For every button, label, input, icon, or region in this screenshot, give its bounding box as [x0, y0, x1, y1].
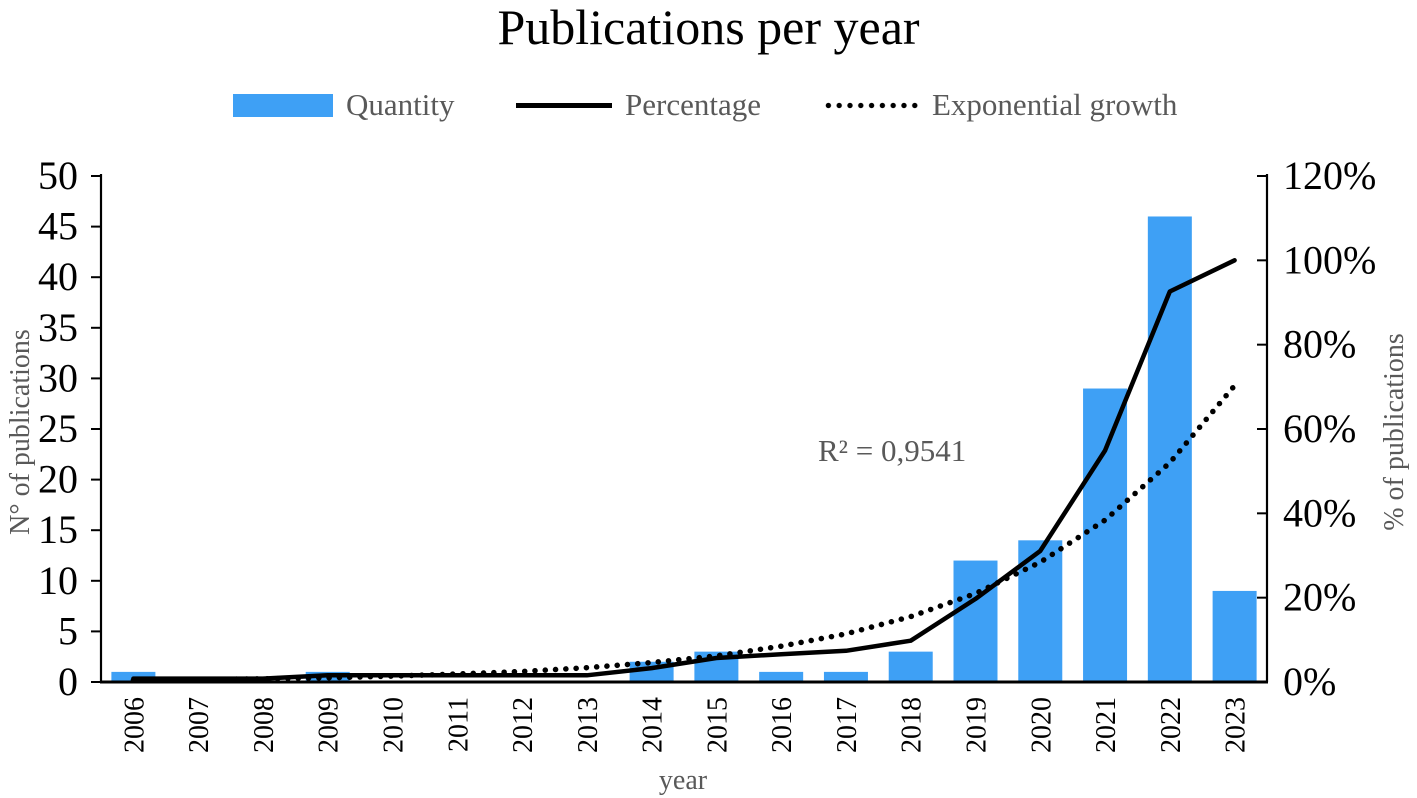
left-axis-title: N° of publications — [5, 329, 36, 535]
left-axis-tick-label: 45 — [38, 204, 78, 249]
left-axis-tick-label: 30 — [38, 355, 78, 400]
x-axis-tick-label-2023: 2023 — [1221, 697, 1252, 753]
x-axis-tick-label-2018: 2018 — [897, 697, 928, 753]
x-axis-tick-label-2009: 2009 — [314, 697, 345, 753]
exponential-growth-line — [130, 382, 1238, 684]
x-axis-tick-label-2014: 2014 — [638, 697, 669, 753]
right-axis-tick-label: 0% — [1283, 659, 1336, 704]
r-squared-annotation: R² = 0,9541 — [818, 433, 967, 468]
chart-title: Publications per year — [497, 0, 920, 55]
legend-item-quantity: Quantity — [233, 86, 455, 124]
percentage-line — [131, 258, 1237, 681]
legend: Quantity Percentage Exponential growth — [0, 86, 1417, 124]
left-axis-tick-label: 25 — [38, 406, 78, 451]
right-axis-tick-label: 40% — [1283, 490, 1356, 535]
right-axis-title: % of publications — [1379, 333, 1410, 531]
bar-2017 — [823, 671, 868, 682]
left-axis-tick-label: 40 — [38, 254, 78, 299]
right-axis-tick-label: 80% — [1283, 322, 1356, 367]
x-axis-tick-label-2017: 2017 — [832, 697, 863, 753]
x-axis-tick-label-2007: 2007 — [184, 697, 215, 753]
left-axis-tick-label: 50 — [38, 153, 78, 198]
legend-item-exponential-growth: Exponential growth — [821, 86, 1177, 124]
legend-label-percentage: Percentage — [625, 87, 761, 122]
legend-item-percentage: Percentage — [516, 86, 761, 124]
x-axis-tick-label-2008: 2008 — [249, 697, 280, 753]
bar-2023 — [1212, 590, 1257, 682]
x-axis-tick-label-2021: 2021 — [1091, 697, 1122, 753]
x-axis-tick-label-2013: 2013 — [573, 697, 604, 753]
legend-bar-swatch — [233, 93, 333, 117]
left-axis-tick-label: 0 — [58, 659, 78, 704]
x-axis-tick-label-2020: 2020 — [1026, 697, 1057, 753]
legend-label-quantity: Quantity — [346, 87, 455, 122]
bar-2018 — [888, 651, 933, 682]
x-axis-tick-label-2006: 2006 — [119, 697, 150, 753]
x-axis-tick-label-2016: 2016 — [767, 697, 798, 753]
bar-2016 — [759, 671, 804, 682]
x-axis-tick-label-2019: 2019 — [962, 697, 993, 753]
x-axis-tick-label-2022: 2022 — [1156, 697, 1187, 753]
x-axis-tick-label-2010: 2010 — [379, 697, 410, 753]
right-axis-tick-label: 100% — [1283, 237, 1376, 282]
right-axis-tick-label: 60% — [1283, 406, 1356, 451]
bar-2019 — [953, 560, 998, 682]
x-axis-tick-label-2015: 2015 — [702, 697, 733, 753]
x-axis-title: year — [658, 765, 708, 796]
right-axis-tick-label: 20% — [1283, 575, 1356, 620]
left-axis-tick-label: 20 — [38, 457, 78, 502]
legend-line-swatch — [516, 102, 612, 108]
left-axis-tick-label: 10 — [38, 558, 78, 603]
x-axis-tick-label-2011: 2011 — [443, 697, 474, 752]
right-axis-tick-label: 120% — [1283, 153, 1376, 198]
left-axis-tick-label: 35 — [38, 305, 78, 350]
bar-2021 — [1083, 388, 1128, 682]
legend-dotted-swatch — [821, 101, 919, 109]
left-axis-tick-label: 5 — [58, 608, 78, 653]
legend-label-exponential-growth: Exponential growth — [932, 87, 1178, 122]
left-axis-tick-label: 15 — [38, 507, 78, 552]
x-axis-tick-label-2012: 2012 — [508, 697, 539, 753]
